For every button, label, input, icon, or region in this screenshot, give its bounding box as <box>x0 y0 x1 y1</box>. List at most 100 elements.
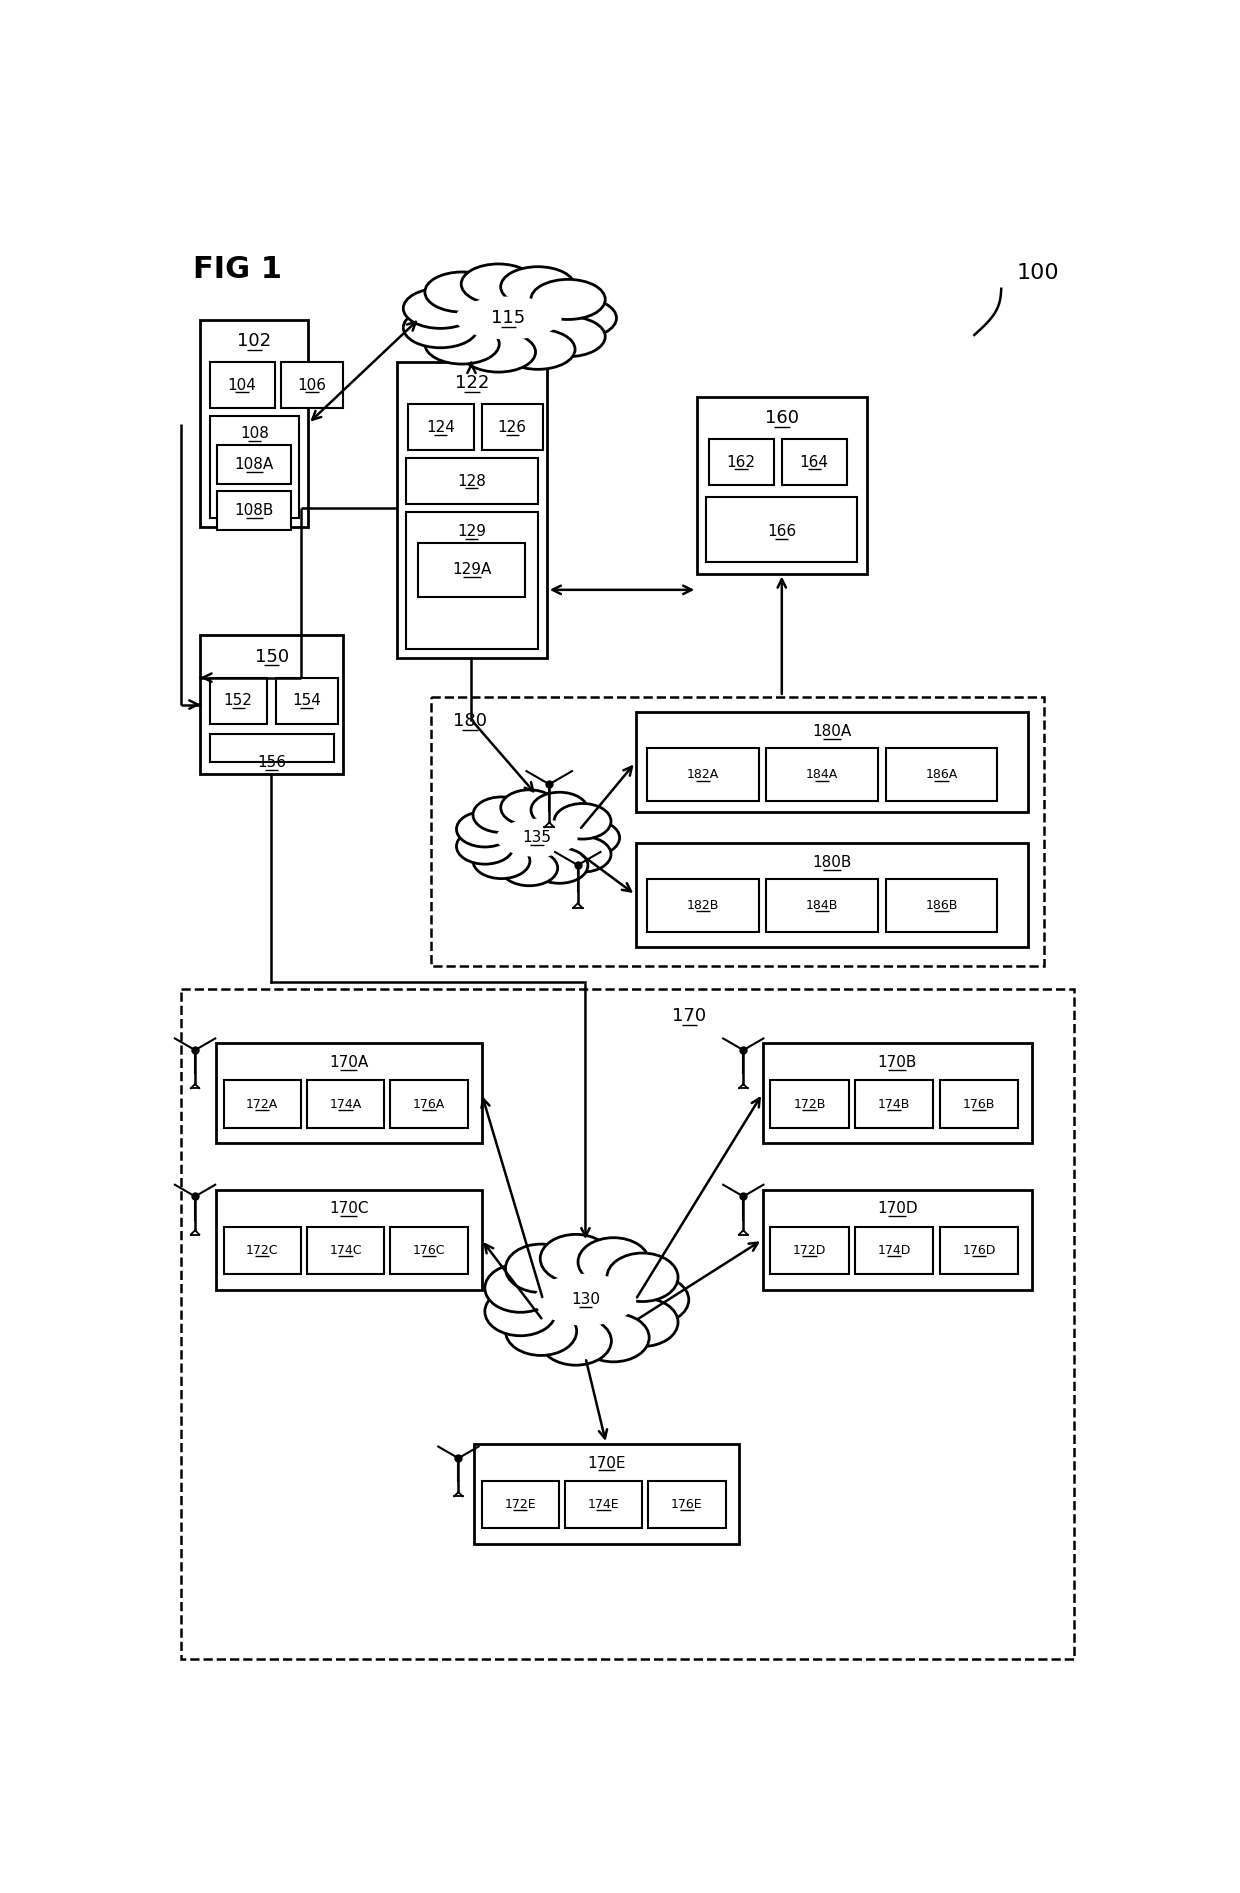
Ellipse shape <box>501 850 558 886</box>
Text: 172C: 172C <box>246 1244 279 1257</box>
Bar <box>885 880 997 931</box>
Text: 182B: 182B <box>687 899 719 912</box>
Bar <box>308 1227 384 1274</box>
Text: 126: 126 <box>497 420 527 435</box>
Ellipse shape <box>425 273 500 312</box>
Bar <box>408 405 474 451</box>
Bar <box>565 1480 642 1528</box>
Ellipse shape <box>456 812 513 846</box>
Text: 129A: 129A <box>453 562 491 577</box>
Bar <box>474 1444 739 1545</box>
Text: 174E: 174E <box>588 1497 619 1511</box>
Text: 182A: 182A <box>687 769 719 782</box>
Bar <box>210 678 268 723</box>
Bar <box>210 416 299 519</box>
Ellipse shape <box>534 1274 636 1325</box>
Ellipse shape <box>618 1276 688 1323</box>
Text: 176E: 176E <box>671 1497 703 1511</box>
Bar <box>418 543 526 596</box>
Ellipse shape <box>456 829 513 863</box>
Text: 176C: 176C <box>413 1244 445 1257</box>
Bar <box>635 712 1028 812</box>
Bar <box>217 445 291 483</box>
Ellipse shape <box>606 1253 678 1302</box>
Ellipse shape <box>403 309 477 348</box>
Bar <box>201 320 309 528</box>
Bar <box>940 1081 1018 1128</box>
Ellipse shape <box>501 789 558 825</box>
Ellipse shape <box>578 1314 650 1361</box>
Bar <box>223 1081 301 1128</box>
Text: 115: 115 <box>491 309 526 327</box>
Ellipse shape <box>461 263 536 305</box>
Text: 128: 128 <box>458 473 486 488</box>
Bar <box>885 748 997 801</box>
Ellipse shape <box>506 1306 577 1355</box>
Text: 108A: 108A <box>234 456 274 471</box>
Text: 174A: 174A <box>330 1098 362 1111</box>
Bar <box>854 1227 934 1274</box>
Ellipse shape <box>531 280 605 320</box>
Bar <box>707 496 857 562</box>
Text: 172B: 172B <box>794 1098 826 1111</box>
Ellipse shape <box>542 297 616 339</box>
Ellipse shape <box>606 1299 678 1346</box>
Bar <box>405 513 538 649</box>
Bar <box>397 362 547 659</box>
Bar <box>763 1043 1032 1143</box>
Text: 156: 156 <box>257 755 286 770</box>
Ellipse shape <box>451 290 565 346</box>
Text: 172A: 172A <box>246 1098 278 1111</box>
Text: 176D: 176D <box>962 1244 996 1257</box>
Text: 176A: 176A <box>413 1098 445 1111</box>
Ellipse shape <box>531 316 605 356</box>
Text: 100: 100 <box>1017 263 1059 284</box>
Bar <box>708 439 774 485</box>
Ellipse shape <box>425 324 500 363</box>
Ellipse shape <box>501 329 575 369</box>
Bar <box>432 697 1044 965</box>
Text: 174C: 174C <box>330 1244 362 1257</box>
Text: 122: 122 <box>455 375 489 392</box>
Text: 106: 106 <box>298 377 326 392</box>
Ellipse shape <box>578 1238 650 1285</box>
Text: 174B: 174B <box>878 1098 910 1111</box>
Text: 170B: 170B <box>878 1054 918 1070</box>
Bar <box>201 636 343 774</box>
Ellipse shape <box>531 1265 641 1335</box>
Text: 124: 124 <box>427 420 455 435</box>
Ellipse shape <box>541 1234 611 1283</box>
Text: 130: 130 <box>570 1293 600 1308</box>
Bar <box>940 1227 1018 1274</box>
Bar <box>181 990 1074 1660</box>
Ellipse shape <box>563 820 620 856</box>
Text: 160: 160 <box>765 409 799 428</box>
Bar <box>281 362 343 409</box>
Ellipse shape <box>472 797 529 833</box>
Text: 150: 150 <box>254 647 289 666</box>
Text: 186B: 186B <box>925 899 957 912</box>
Bar <box>405 458 538 504</box>
Bar <box>210 362 275 409</box>
Text: 172E: 172E <box>505 1497 536 1511</box>
Text: 170A: 170A <box>329 1054 368 1070</box>
Bar <box>217 492 291 530</box>
Text: 180: 180 <box>453 712 487 731</box>
Ellipse shape <box>492 812 582 863</box>
Text: 186A: 186A <box>925 769 957 782</box>
Text: 180A: 180A <box>812 723 852 738</box>
Text: 172D: 172D <box>792 1244 826 1257</box>
Bar <box>216 1189 481 1289</box>
Bar <box>647 748 759 801</box>
Text: 184B: 184B <box>806 899 838 912</box>
Bar <box>308 1081 384 1128</box>
Ellipse shape <box>541 1318 611 1365</box>
Ellipse shape <box>485 1287 556 1336</box>
Text: 176B: 176B <box>962 1098 996 1111</box>
Ellipse shape <box>554 803 611 839</box>
Bar <box>635 842 1028 946</box>
Ellipse shape <box>531 848 588 884</box>
Text: 170E: 170E <box>588 1456 626 1471</box>
Text: 102: 102 <box>237 331 272 350</box>
Text: FIG 1: FIG 1 <box>192 256 281 284</box>
